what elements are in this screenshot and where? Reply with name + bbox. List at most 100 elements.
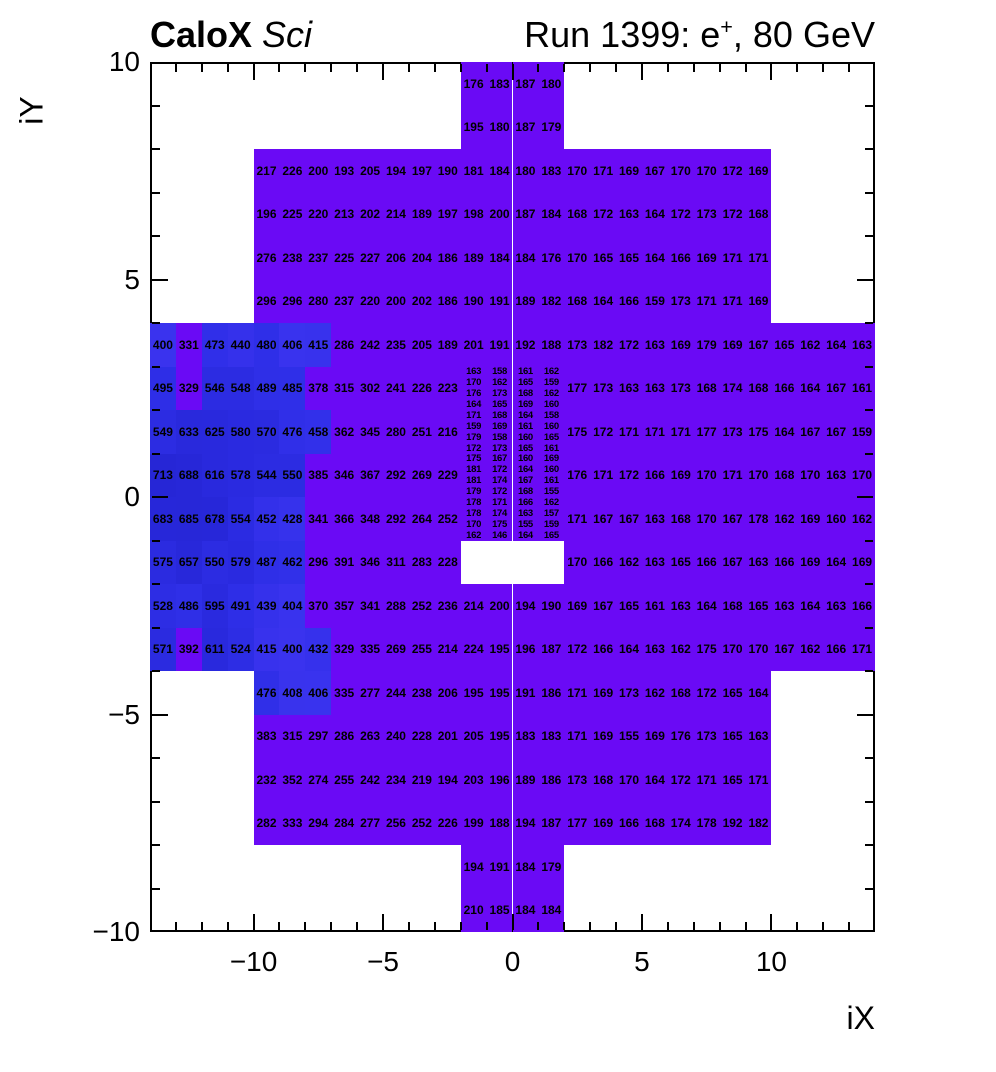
heatmap-cell: 251 xyxy=(408,410,435,454)
heatmap-cell: 191 xyxy=(512,671,539,715)
heatmap-cell: 164 xyxy=(641,758,668,802)
heatmap-cell: 495 xyxy=(150,366,176,410)
heatmap-cell: 269 xyxy=(408,453,435,497)
heatmap-cell: 171 xyxy=(564,671,591,715)
heatmap-cell: 173 xyxy=(564,758,591,802)
heatmap-cell: 175 xyxy=(486,519,513,530)
heatmap-cell: 165 xyxy=(538,530,565,541)
axis-tick xyxy=(857,713,873,716)
heatmap-cell: 214 xyxy=(460,584,487,628)
heatmap-cell: 197 xyxy=(408,149,435,193)
heatmap-cell: 170 xyxy=(616,758,642,802)
heatmap-cell: 170 xyxy=(719,627,746,671)
heatmap-cell: 554 xyxy=(227,497,254,541)
heatmap-cell: 579 xyxy=(227,540,254,584)
axis-tick xyxy=(152,322,160,324)
heatmap-cell: 352 xyxy=(279,758,306,802)
heatmap-cell: 571 xyxy=(150,627,176,671)
run-title: Run 1399: e+, 80 GeV xyxy=(524,14,875,55)
heatmap-cell: 189 xyxy=(512,279,539,323)
heatmap-cell: 333 xyxy=(279,801,306,845)
heatmap-cell: 177 xyxy=(564,366,591,410)
heatmap-cell: 161 xyxy=(538,443,565,454)
heatmap-cell: 167 xyxy=(797,410,824,454)
heatmap-cell: 383 xyxy=(253,714,280,758)
heatmap-cell: 170 xyxy=(693,453,720,497)
heatmap-cell: 205 xyxy=(460,714,487,758)
title-calox: CaloX xyxy=(150,14,253,55)
axis-tick xyxy=(865,800,873,803)
heatmap-cell: 163 xyxy=(641,323,668,367)
heatmap-cell: 162 xyxy=(771,497,798,541)
heatmap-cell: 391 xyxy=(331,540,358,584)
heatmap-cell: 440 xyxy=(227,323,254,367)
axis-tick xyxy=(200,922,203,930)
heatmap-cell: 176 xyxy=(460,388,487,399)
heatmap-cell: 302 xyxy=(357,366,384,410)
axis-tick xyxy=(226,922,229,930)
heatmap-cell: 161 xyxy=(512,421,539,432)
heatmap-cell: 263 xyxy=(357,714,384,758)
heatmap-cell: 165 xyxy=(719,671,746,715)
heatmap-cell: 164 xyxy=(823,323,850,367)
heatmap-cell: 168 xyxy=(590,758,617,802)
axis-tick xyxy=(563,922,566,930)
axis-tick xyxy=(865,887,873,890)
heatmap-cell: 428 xyxy=(279,497,306,541)
heatmap-cell: 166 xyxy=(771,540,798,584)
axis-tick xyxy=(382,914,385,930)
heatmap-cell: 168 xyxy=(564,279,591,323)
heatmap-cell: 180 xyxy=(538,62,565,106)
heatmap-cell: 165 xyxy=(486,399,513,410)
heatmap-cell: 171 xyxy=(590,149,617,193)
heatmap-cell: 242 xyxy=(357,323,384,367)
heatmap-cell: 164 xyxy=(512,530,539,541)
heatmap-cell: 159 xyxy=(849,410,875,454)
axis-tick xyxy=(666,922,669,930)
heatmap-cell: 234 xyxy=(383,758,409,802)
heatmap-cell: 195 xyxy=(486,671,513,715)
heatmap-cell: 162 xyxy=(849,497,875,541)
axis-tick xyxy=(152,539,160,542)
axis-tick xyxy=(848,922,851,930)
heatmap-cell: 452 xyxy=(253,497,280,541)
heatmap-cell: 162 xyxy=(486,377,513,388)
heatmap-cell: 183 xyxy=(512,714,539,758)
heatmap-cell: 163 xyxy=(616,192,642,236)
heatmap-cell: 167 xyxy=(823,366,850,410)
heatmap-cell: 181 xyxy=(460,149,487,193)
axis-tick xyxy=(152,626,160,629)
x-tick-label: −10 xyxy=(229,946,278,977)
axis-tick xyxy=(152,757,160,759)
heatmap-cell: 206 xyxy=(434,671,461,715)
axis-tick xyxy=(226,64,229,72)
heatmap-cell: 240 xyxy=(383,714,409,758)
axis-tick xyxy=(511,64,514,80)
heatmap-cell: 191 xyxy=(486,845,513,889)
heatmap-cell: 578 xyxy=(227,453,254,497)
heatmap-cell: 168 xyxy=(745,192,772,236)
heatmap-cell: 164 xyxy=(797,584,824,628)
heatmap-cell: 165 xyxy=(745,584,772,628)
heatmap-cell: 175 xyxy=(745,410,772,454)
heatmap-cell: 173 xyxy=(693,714,720,758)
heatmap-cell: 185 xyxy=(486,888,513,932)
heatmap-cell: 220 xyxy=(305,192,332,236)
heatmap-cell: 170 xyxy=(564,149,591,193)
axis-tick xyxy=(537,64,540,72)
heatmap-cell: 288 xyxy=(383,584,409,628)
heatmap-cell: 220 xyxy=(357,279,384,323)
heatmap-cell: 191 xyxy=(486,323,513,367)
heatmap-cell: 196 xyxy=(253,192,280,236)
heatmap-cell: 172 xyxy=(486,486,513,497)
heatmap-cell: 158 xyxy=(486,432,513,443)
heatmap-cell: 200 xyxy=(305,149,332,193)
page-title: CaloX Sci xyxy=(150,14,312,56)
heatmap-cell: 173 xyxy=(616,671,642,715)
heatmap-cell: 256 xyxy=(383,801,409,845)
axis-tick xyxy=(796,922,799,930)
heatmap-cell: 170 xyxy=(745,627,772,671)
heatmap-cell: 174 xyxy=(667,801,694,845)
x-tick-label: 0 xyxy=(504,946,521,977)
heatmap-cell: 184 xyxy=(512,236,539,280)
